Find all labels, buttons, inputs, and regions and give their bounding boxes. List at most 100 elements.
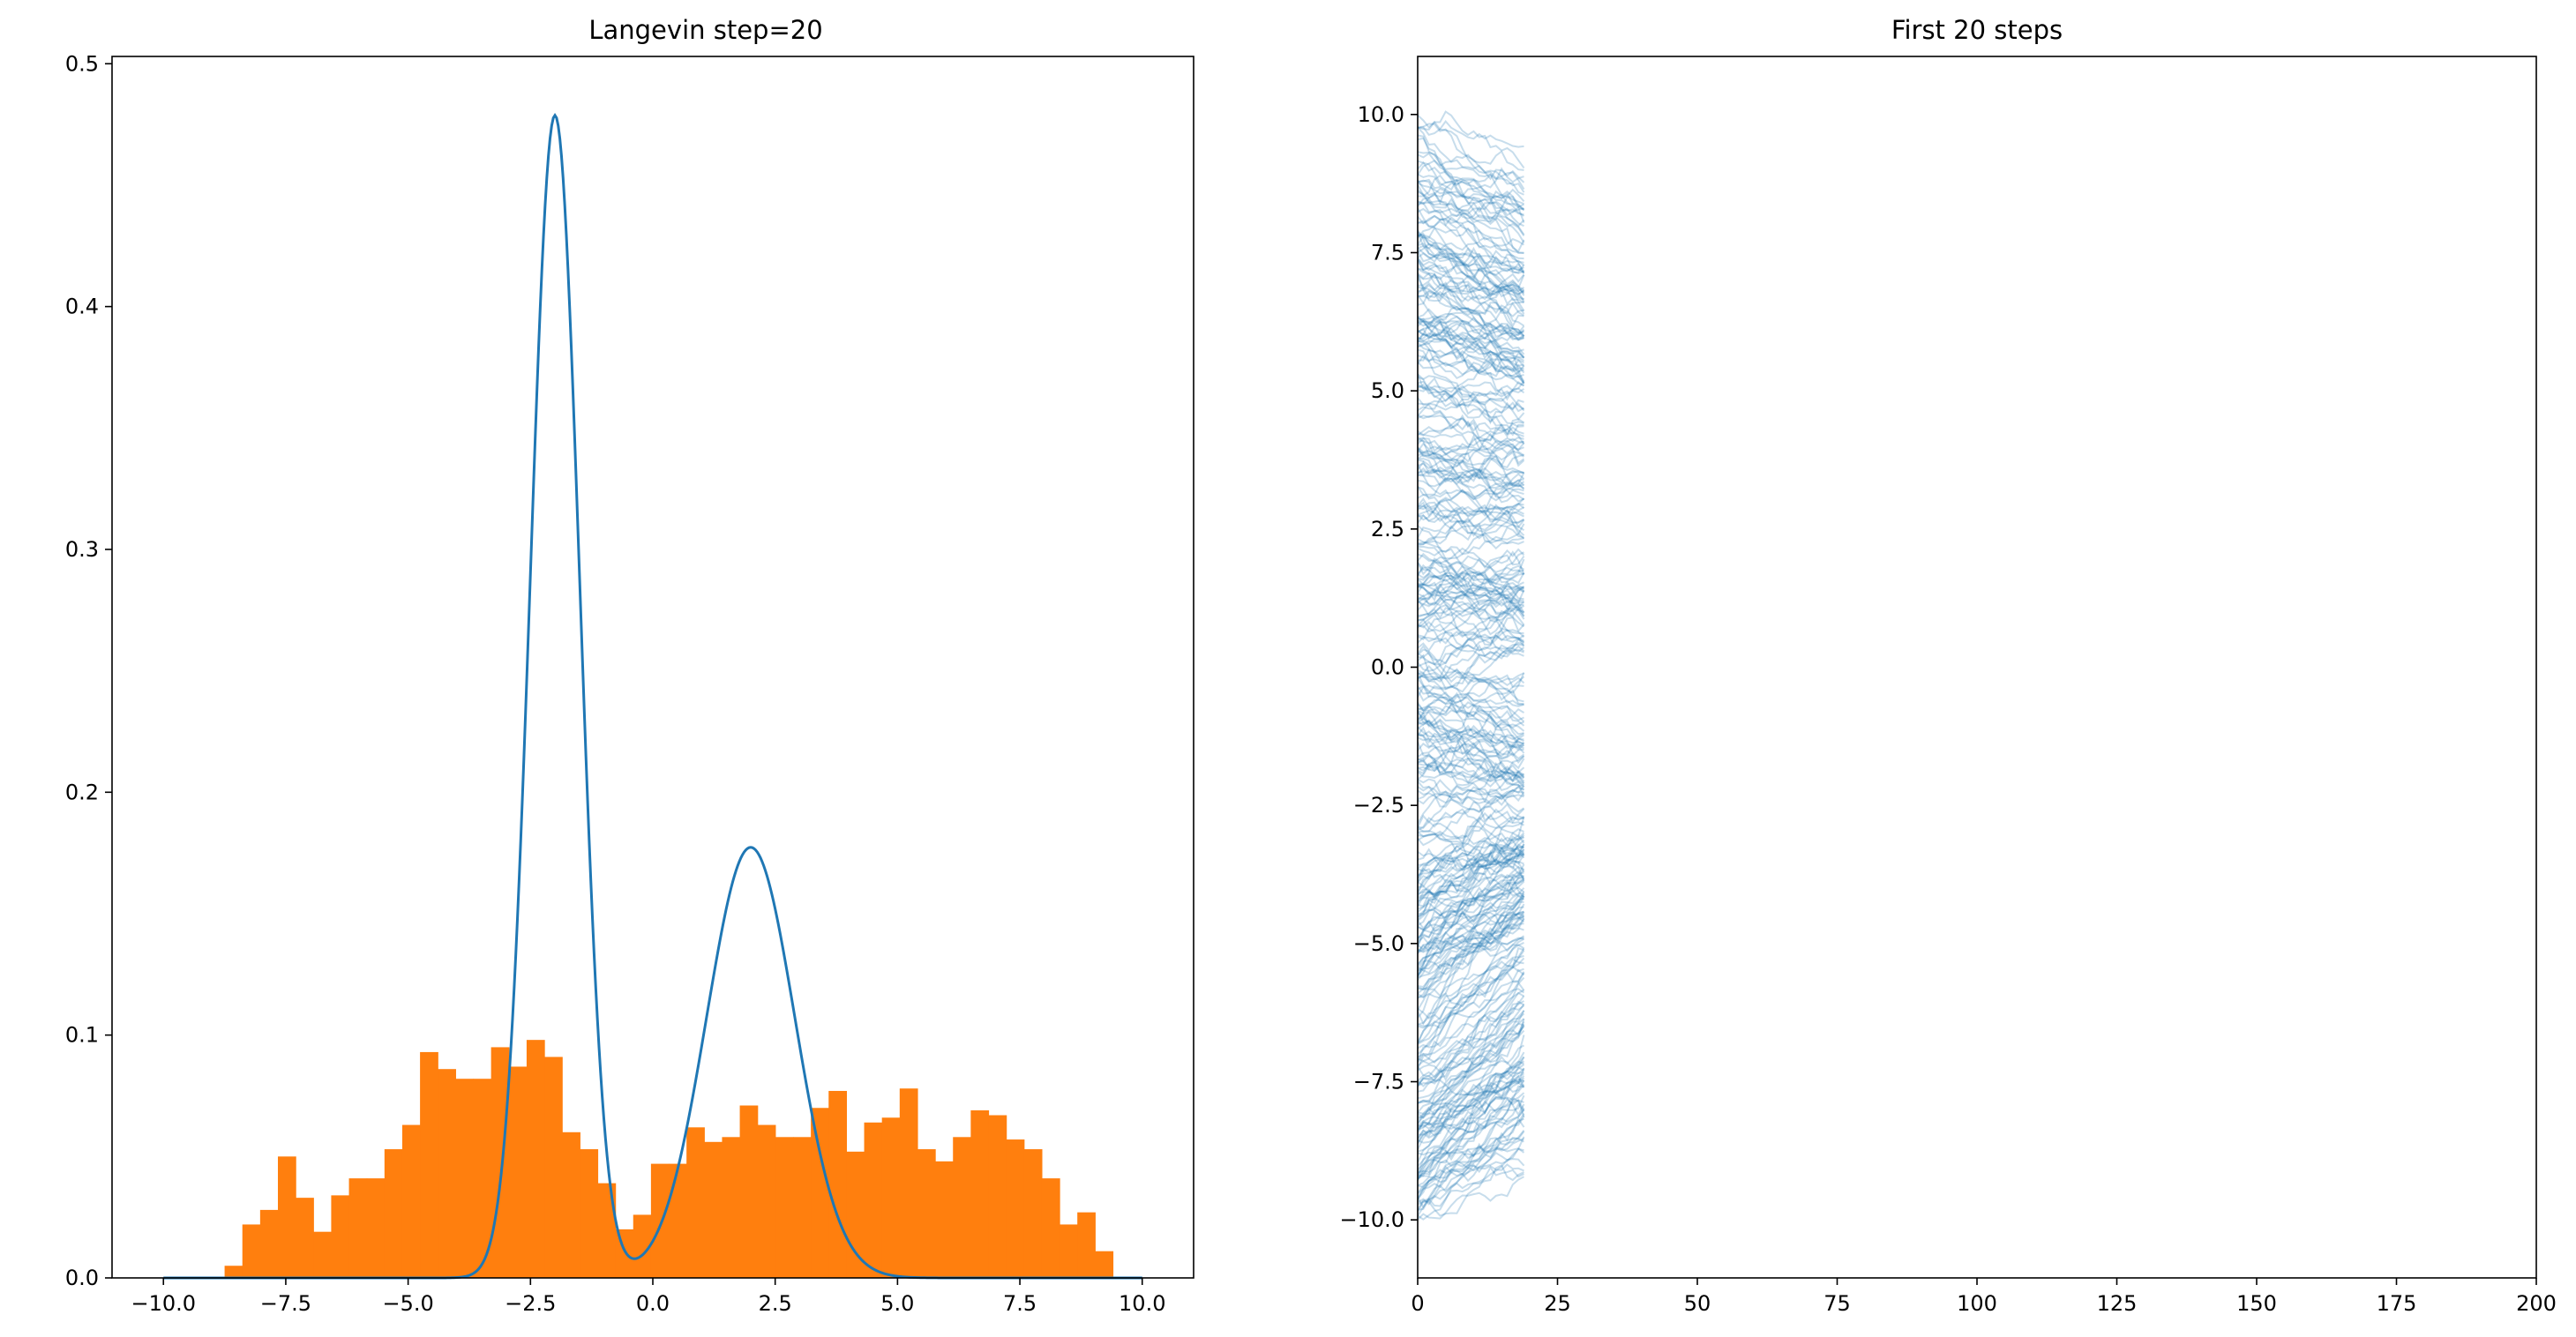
trajectory-line	[1418, 555, 1525, 581]
histogram-bar	[686, 1127, 705, 1278]
trajectory-line	[1418, 1060, 1524, 1127]
trajectory-line	[1418, 269, 1525, 300]
trajectory-line	[1418, 1066, 1524, 1131]
trajectory-line	[1418, 564, 1524, 586]
trajectory-line	[1418, 272, 1525, 315]
y-tick-label: −7.5	[1353, 1070, 1404, 1094]
trajectory-line	[1418, 724, 1525, 765]
trajectory-line	[1418, 1056, 1525, 1134]
trajectory-line	[1418, 654, 1524, 683]
trajectory-line	[1418, 556, 1524, 582]
trajectory-line	[1418, 285, 1524, 317]
histogram-bar	[438, 1069, 456, 1278]
histogram-bar	[953, 1137, 971, 1278]
trajectory-line	[1418, 227, 1525, 266]
trajectory-line	[1418, 552, 1525, 609]
trajectory-line	[1418, 198, 1525, 224]
trajectory-line	[1418, 308, 1525, 377]
trajectory-line	[1418, 976, 1525, 1064]
trajectory-line	[1418, 479, 1525, 539]
trajectory-line	[1418, 684, 1524, 722]
y-tick-label: 2.5	[1371, 517, 1404, 542]
trajectory-line	[1418, 913, 1524, 952]
trajectory-line	[1418, 1026, 1525, 1124]
trajectory-line	[1418, 472, 1525, 501]
trajectory-line	[1418, 317, 1524, 341]
histogram-bar	[455, 1079, 475, 1278]
trajectory-line	[1418, 262, 1525, 293]
histogram-bar	[881, 1117, 901, 1278]
trajectory-line	[1418, 582, 1525, 609]
trajectory-line	[1418, 630, 1524, 665]
trajectory-line	[1418, 915, 1524, 999]
trajectory-line	[1418, 324, 1524, 350]
trajectory-line	[1418, 397, 1525, 412]
trajectory-line	[1418, 604, 1525, 622]
trajectory-line	[1418, 295, 1524, 373]
trajectory-line	[1418, 843, 1525, 870]
trajectory-line	[1418, 317, 1525, 339]
trajectory-line	[1418, 903, 1525, 1011]
trajectory-line	[1418, 981, 1525, 1078]
trajectory-line	[1418, 1064, 1525, 1128]
trajectory-line	[1418, 911, 1524, 999]
trajectory-line	[1418, 916, 1525, 990]
trajectory-line	[1418, 944, 1524, 1044]
trajectory-line	[1418, 508, 1524, 545]
trajectory-line	[1418, 437, 1524, 485]
trajectory-line	[1418, 895, 1525, 968]
trajectory-line	[1418, 629, 1524, 646]
trajectory-line	[1418, 819, 1524, 854]
trajectory-line	[1418, 710, 1525, 765]
trajectory-line	[1418, 1136, 1525, 1221]
trajectory-line	[1418, 1113, 1525, 1189]
trajectory-line	[1418, 1020, 1525, 1106]
x-tick-label: 25	[1544, 1291, 1571, 1316]
trajectory-line	[1418, 733, 1524, 752]
trajectory-line	[1418, 690, 1524, 747]
trajectory-line	[1418, 862, 1525, 894]
trajectory-line	[1418, 152, 1525, 235]
trajectory-line	[1418, 852, 1524, 908]
trajectory-line	[1418, 305, 1525, 334]
histogram-bar	[259, 1209, 279, 1278]
x-tick-label: 0.0	[636, 1291, 670, 1316]
trajectory-line	[1418, 1108, 1525, 1187]
trajectory-line	[1418, 179, 1524, 264]
trajectory-line	[1418, 120, 1525, 190]
y-tick-label: −10.0	[1339, 1207, 1404, 1232]
trajectory-line	[1418, 446, 1525, 488]
x-tick-label: 7.5	[1003, 1291, 1037, 1316]
histogram-bar	[242, 1224, 261, 1278]
trajectory-line	[1418, 752, 1525, 788]
trajectory-line	[1418, 887, 1525, 931]
trajectory-line	[1418, 511, 1524, 546]
trajectory-line	[1418, 705, 1524, 721]
trajectory-line	[1418, 1000, 1524, 1067]
trajectory-line	[1418, 1096, 1525, 1174]
trajectory-line	[1418, 189, 1524, 216]
histogram-bar	[917, 1149, 936, 1278]
trajectory-line	[1418, 207, 1525, 273]
trajectory-line	[1418, 573, 1524, 602]
trajectory-line	[1418, 394, 1524, 425]
trajectory-line	[1418, 232, 1524, 304]
trajectory-line	[1418, 741, 1524, 779]
trajectory-line	[1418, 184, 1525, 236]
x-tick-label: 50	[1684, 1291, 1711, 1316]
trajectory-line	[1418, 1092, 1525, 1170]
histogram-bar	[669, 1163, 687, 1278]
trajectory-line	[1418, 744, 1525, 775]
trajectory-line	[1418, 634, 1525, 683]
trajectory-line	[1418, 569, 1524, 594]
trajectory-line	[1418, 246, 1524, 274]
histogram-bar	[224, 1266, 243, 1278]
trajectory-line	[1418, 178, 1524, 226]
trajectory-line	[1418, 971, 1525, 1062]
trajectory-line	[1418, 817, 1524, 895]
trajectory-line	[1418, 430, 1524, 455]
histogram-bar	[508, 1066, 528, 1278]
trajectory-line	[1418, 586, 1524, 600]
